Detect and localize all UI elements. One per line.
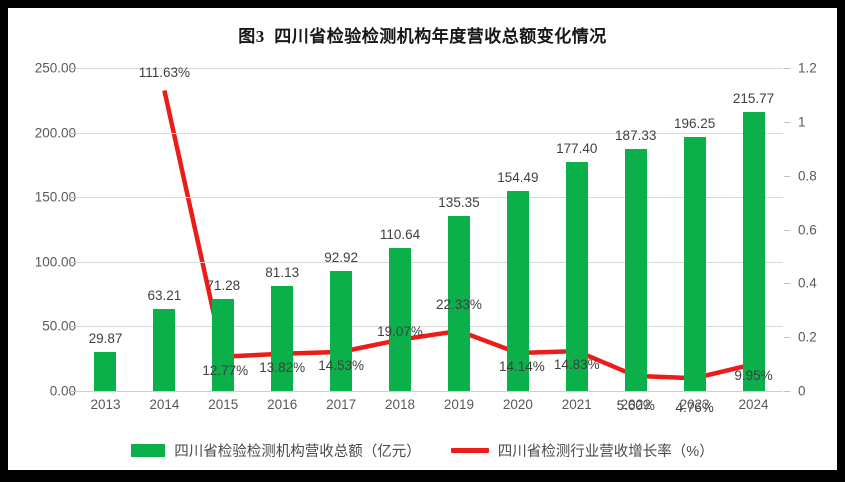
x-tick-label-2023: 2023 [679,397,710,412]
bar-2016[interactable] [271,286,294,391]
gridline [76,132,783,134]
gridline [76,197,783,199]
bar-value-label-2013: 29.87 [88,331,123,347]
gridline [76,326,783,328]
bar-value-label-2016: 81.13 [265,265,300,281]
growth-rate-label-2015: 12.77% [202,362,249,378]
bar-2020[interactable] [506,191,529,391]
growth-rate-label-2018: 19.07% [377,323,423,339]
x-axis: 2013 2014 2015 2016 2017 2018 2019 2020 2021 2022… [76,397,783,419]
gridline [76,261,783,263]
y-tick-mark-left [69,68,75,69]
growth-rate-label-2024: 9.95% [734,368,773,384]
y-tick-mark-right [784,391,790,392]
growth-rate-label-2016: 13.82% [259,359,306,375]
bar-2022[interactable] [624,148,647,391]
plot-area: 29.87 63.21 71.28 81.13 92.92 110.64 135.35 154… [69,64,790,415]
bar-value-label-2017: 92.92 [324,249,359,265]
growth-rate-label-2019: 22.33% [436,296,482,312]
growth-rate-label-2022: 5.60% [616,397,655,413]
growth-rate-label-2021: 14.83% [553,357,600,373]
y-tick-mark-right [784,283,790,285]
x-tick-label-2017: 2017 [326,397,357,412]
chart-figure: 图3 四川省检验检测机构年度营收总额变化情况 0.00 50.00 100.00 15… [8,8,837,470]
x-tick-label-2014: 2014 [149,397,180,412]
bar-2015[interactable] [212,298,235,391]
bar-value-label-2019: 135.35 [438,195,480,211]
x-tick-label-2022: 2022 [620,397,651,412]
y-tick-label-right: 1.2 [798,60,817,76]
bar-2017[interactable] [330,270,353,391]
y-tick-label-right: 0.4 [798,275,817,291]
chart-title: 图3 四川省检验检测机构年度营收总额变化情况 [238,27,607,46]
y-tick-mark-left [69,132,75,134]
bar-value-label-2018: 110.64 [379,227,421,243]
y-tick-mark-right [784,68,790,69]
bar-value-label-2015: 71.28 [206,277,241,293]
y-tick-mark-right [784,229,790,231]
y-tick-mark-left [69,326,75,328]
y-tick-label-left: 50.00 [42,318,76,334]
growth-rate-label-2017: 14.53% [318,357,365,373]
legend-label-growth-rate: 四川省检测行业营收增长率（%） [497,444,714,460]
legend-label-revenue: 四川省检验检测机构营收总额（亿元） [174,444,421,460]
bar-2013[interactable] [94,352,117,391]
y-tick-label-right: 0.6 [798,222,817,237]
y-tick-label-left: 200.00 [34,125,76,141]
chart-legend: 四川省检验检测机构营收总额（亿元） 四川省检测行业营收增长率（%） [8,440,837,461]
bar-2023[interactable] [683,137,706,391]
legend-line-swatch-icon [450,448,489,453]
bar-value-label-2021: 177.40 [556,140,598,156]
y-tick-mark-right [784,121,790,123]
growth-rate-label-2020: 14.14% [498,358,545,374]
y-tick-label-right: 0.8 [798,168,817,184]
y-tick-label-right: 0.2 [798,329,817,345]
x-tick-label-2015: 2015 [208,397,239,412]
gridline [76,391,783,392]
x-tick-label-2016: 2016 [267,397,298,412]
y-tick-label-left: 150.00 [34,189,76,205]
bar-value-label-2022: 187.33 [615,127,657,143]
x-tick-label-2013: 2013 [90,397,121,412]
bar-2019[interactable] [447,216,470,391]
y-tick-label-right: 0 [798,383,806,399]
x-tick-label-2018: 2018 [385,397,416,412]
growth-rate-label-2014: 111.63% [138,64,191,80]
y-tick-mark-left [69,391,75,392]
bar-2024[interactable] [742,112,765,391]
legend-bar-swatch-icon [131,444,166,457]
y-tick-label-left: 100.00 [34,254,76,270]
bar-value-label-2023: 196.25 [673,116,716,132]
growth-rate-label-2023: 4.76% [675,400,714,416]
y-tick-label-right: 1 [798,114,806,130]
legend-item-revenue[interactable]: 四川省检验检测机构营收总额（亿元） [131,440,421,461]
bar-2018[interactable] [389,248,412,391]
x-tick-label-2021: 2021 [561,397,592,412]
y-tick-mark-left [69,261,75,263]
gridline [76,68,783,69]
y-tick-label-left: 0.00 [49,383,76,399]
y-tick-mark-right [784,337,790,339]
y-tick-label-left: 250.00 [34,60,76,76]
bar-value-label-2024: 215.77 [732,91,775,107]
bar-2021[interactable] [565,161,588,391]
legend-item-growth-rate[interactable]: 四川省检测行业营收增长率（%） [450,440,714,461]
bar-value-label-2020: 154.49 [497,170,539,186]
bar-2014[interactable] [153,309,176,391]
x-tick-label-2020: 2020 [502,397,533,412]
y-tick-mark-right [784,175,790,177]
x-tick-label-2019: 2019 [443,397,474,412]
bar-value-label-2014: 63.21 [147,288,182,304]
x-tick-label-2024: 2024 [738,397,769,412]
y-tick-mark-left [69,197,75,199]
